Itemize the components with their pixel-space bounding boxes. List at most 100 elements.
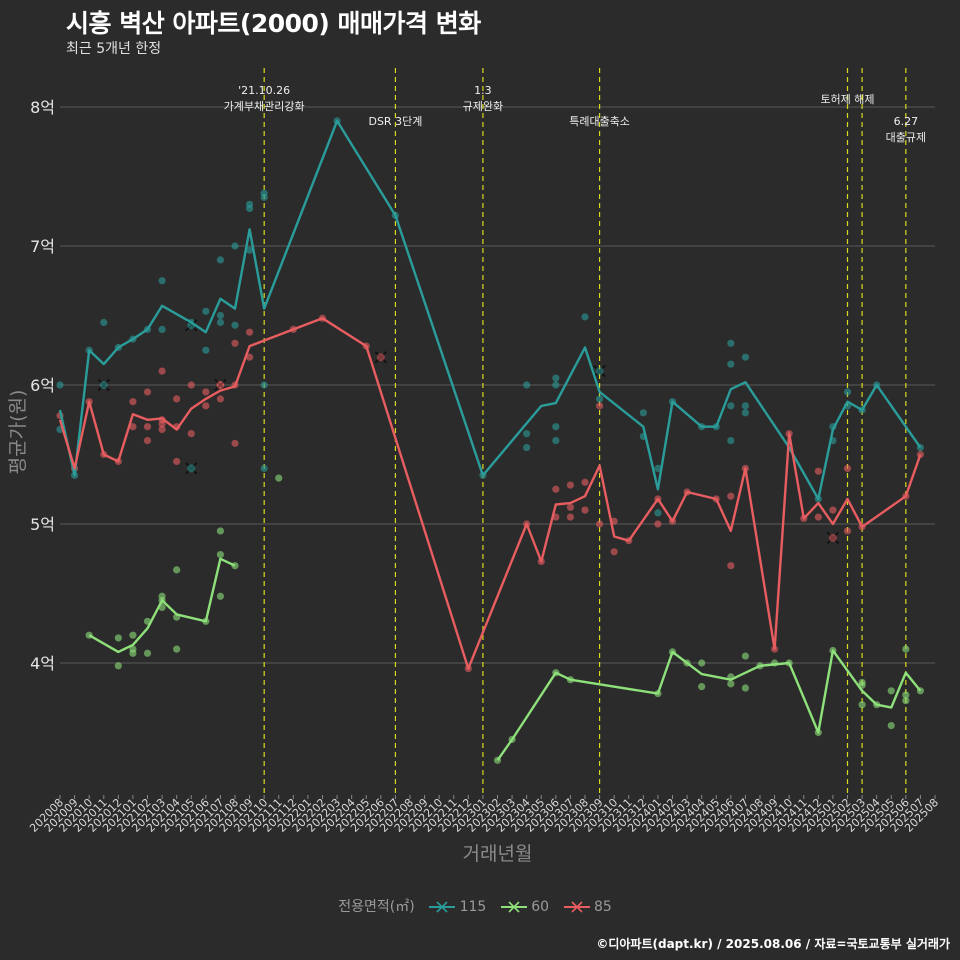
data-point-115: [202, 307, 210, 315]
data-point-85: [245, 328, 254, 336]
event-label: DSR 3단계: [368, 115, 422, 128]
data-point-60: [173, 645, 181, 653]
y-tick-label: 7억: [30, 237, 55, 256]
cancelled-point-115: [595, 367, 604, 376]
data-point-60: [216, 550, 225, 559]
data-point-60: [173, 566, 181, 574]
data-point-85: [158, 367, 166, 375]
legend-label-60: 60: [531, 899, 550, 915]
data-point-60: [129, 631, 137, 639]
data-point-60: [902, 645, 910, 653]
data-point-60: [698, 683, 706, 691]
data-point-60: [216, 592, 225, 600]
data-point-115: [158, 325, 166, 333]
data-point-60: [216, 527, 225, 535]
data-point-85: [814, 513, 822, 521]
data-point-85: [581, 506, 589, 514]
data-point-115: [202, 346, 210, 354]
data-point-85: [727, 492, 735, 500]
data-point-115: [552, 381, 560, 389]
data-point-115: [727, 360, 735, 368]
data-point-60: [858, 701, 866, 709]
data-point-60: [143, 649, 152, 657]
y-axis-title: 평균가(원): [7, 390, 29, 475]
y-tick-label: 5억: [30, 515, 55, 534]
data-point-85: [245, 353, 254, 361]
data-point-115: [741, 409, 750, 417]
data-point-60: [741, 652, 750, 660]
data-point-115: [216, 256, 225, 264]
data-point-85: [231, 339, 239, 347]
data-point-85: [187, 381, 195, 389]
footer-credit: ©디아파트(dapt.kr) / 2025.08.06 / 자료=국토교통부 실…: [596, 937, 950, 951]
data-point-85: [843, 464, 852, 472]
event-label: 토허제 해제: [820, 92, 874, 106]
data-point-115: [523, 381, 531, 389]
legend-key-60-icon: [500, 901, 527, 913]
legend-item-85: 85: [563, 899, 612, 915]
data-point-115: [727, 437, 735, 445]
data-point-85: [143, 388, 152, 396]
legend-item-60: 60: [500, 899, 550, 915]
data-point-85: [552, 485, 560, 493]
data-point-115: [654, 509, 662, 517]
series-layer: [56, 117, 925, 764]
event-label: 규제완화: [463, 100, 503, 113]
legend-label-115: 115: [459, 899, 487, 915]
x-axis-title: 거래년월: [463, 843, 533, 865]
data-point-60: [902, 696, 910, 705]
data-point-85: [216, 395, 225, 403]
data-point-85: [814, 467, 822, 475]
event-label: 특례대출축소: [569, 115, 630, 128]
data-point-85: [143, 423, 152, 431]
data-point-85: [566, 513, 575, 521]
series-line-60: [88, 557, 236, 654]
data-point-85: [158, 425, 166, 434]
cancelled-point-85: [216, 381, 225, 389]
data-point-115: [552, 423, 560, 431]
data-point-115: [639, 409, 647, 417]
data-point-85: [129, 423, 137, 431]
data-point-85: [173, 395, 181, 403]
data-point-85: [202, 402, 210, 410]
legend-key-85-icon: [563, 901, 590, 913]
data-point-85: [202, 388, 210, 396]
data-point-115: [231, 321, 239, 329]
chart-title: 시흥 벽산 아파트(2000) 매매가격 변화: [66, 9, 481, 38]
series-line-115: [58, 119, 922, 501]
data-point-85: [843, 527, 852, 535]
data-point-115: [581, 313, 589, 321]
data-point-115: [654, 464, 662, 472]
data-point-115: [727, 339, 735, 347]
data-point-85: [129, 398, 137, 406]
data-point-85: [829, 506, 837, 514]
data-point-60: [275, 474, 283, 482]
data-point-115: [843, 388, 852, 396]
data-point-85: [187, 430, 195, 438]
cancelled-point-115: [99, 381, 108, 389]
event-label: 가계부채관리강화: [224, 100, 305, 113]
y-tick-label: 6억: [30, 376, 55, 395]
chart-subtitle: 최근 5개년 한정: [66, 41, 162, 57]
data-point-115: [216, 311, 225, 320]
legend-label-85: 85: [593, 899, 612, 915]
data-point-115: [158, 277, 166, 285]
data-point-85: [158, 420, 166, 428]
data-point-60: [698, 659, 706, 667]
data-point-60: [114, 634, 122, 642]
data-point-85: [727, 562, 735, 570]
data-point-85: [566, 503, 575, 511]
series-line-85: [58, 317, 922, 670]
data-point-85: [610, 548, 618, 556]
cancelled-point-115: [187, 464, 196, 473]
data-point-85: [231, 439, 239, 447]
cancelled-point-85: [376, 353, 385, 362]
data-point-115: [595, 395, 604, 403]
cancelled-point-85: [828, 533, 837, 542]
series-line-60: [496, 649, 922, 761]
legend: 전용면적(㎡) 115 60 85: [0, 896, 960, 916]
legend-key-115-icon: [429, 901, 456, 913]
y-tick-label: 8억: [30, 98, 55, 117]
